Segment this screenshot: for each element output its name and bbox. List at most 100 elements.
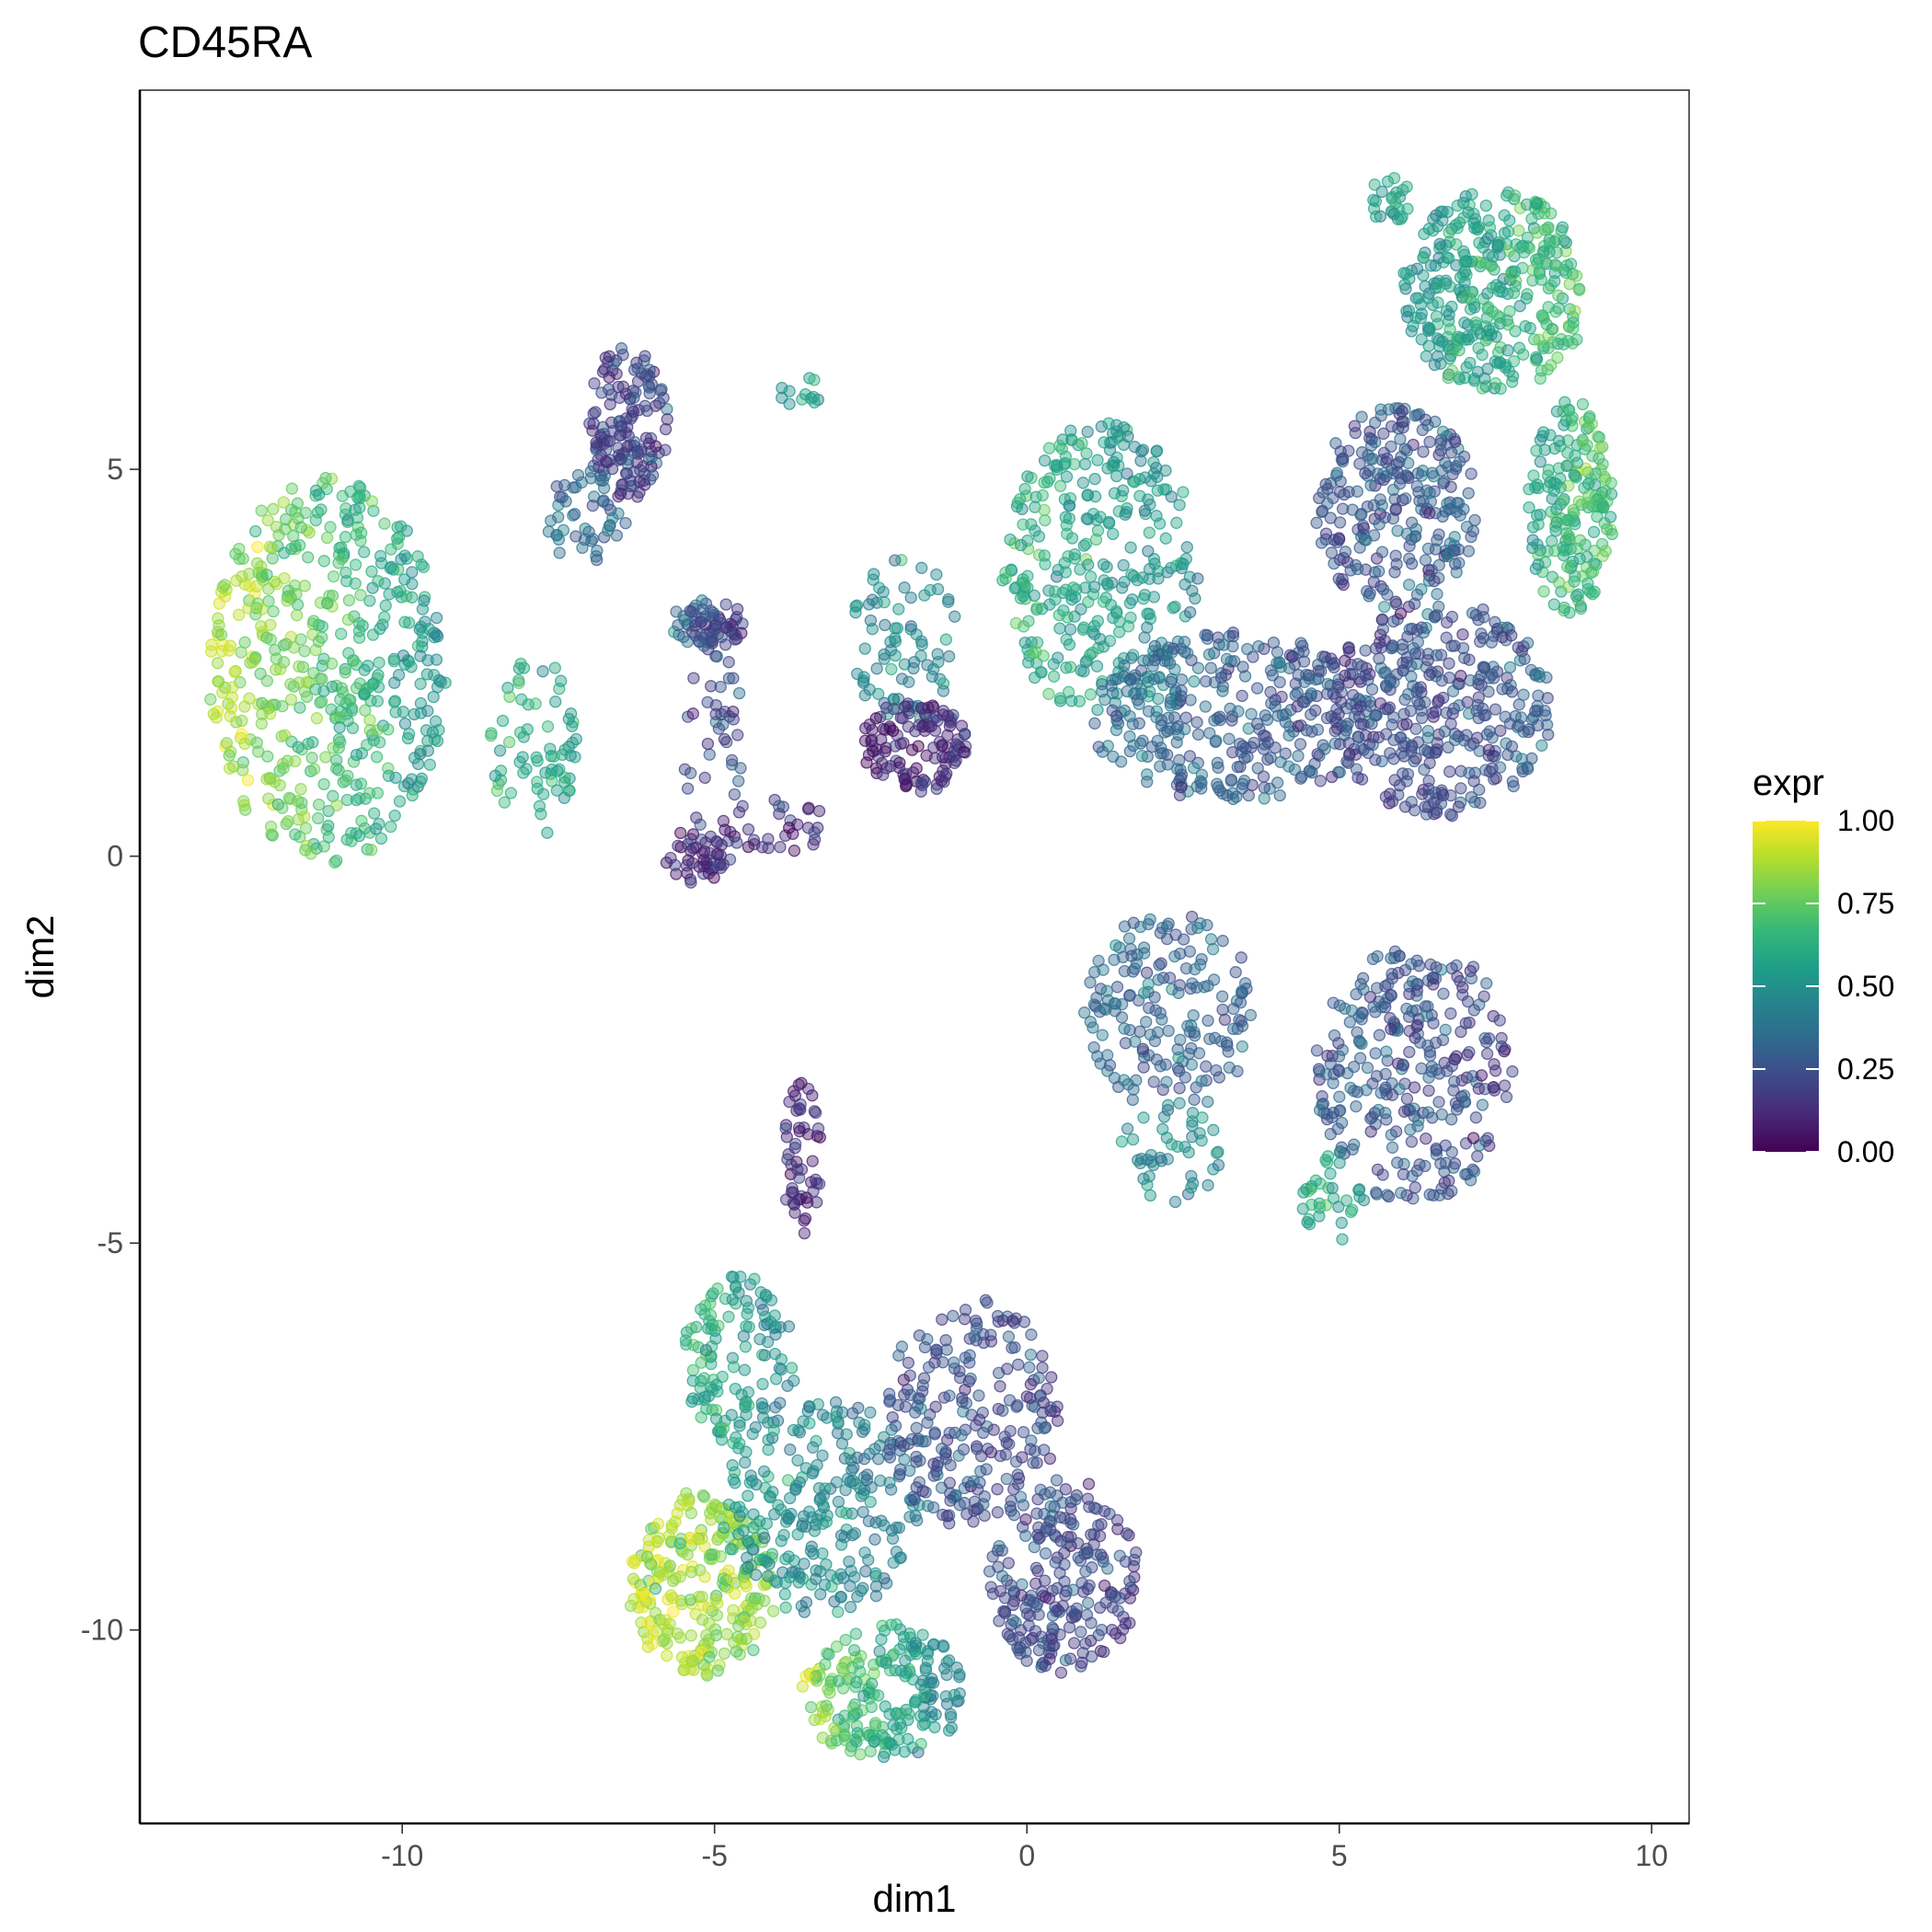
cell-point bbox=[515, 693, 528, 706]
cell-point bbox=[370, 751, 384, 764]
cell-point bbox=[726, 1572, 739, 1585]
cell-point bbox=[1036, 1361, 1049, 1374]
cell-point bbox=[1091, 615, 1104, 627]
cell-point bbox=[1593, 452, 1605, 465]
cell-point bbox=[1398, 278, 1411, 292]
cell-point bbox=[704, 604, 718, 617]
cell-point bbox=[1555, 224, 1568, 237]
y-tick-label: -10 bbox=[81, 1614, 123, 1647]
cell-point bbox=[292, 813, 305, 826]
cell-point bbox=[1456, 627, 1469, 641]
cell-point bbox=[861, 1468, 874, 1481]
cell-point bbox=[263, 540, 277, 554]
cell-point bbox=[756, 1377, 769, 1391]
cell-point bbox=[242, 602, 255, 615]
cell-point bbox=[1303, 1217, 1317, 1231]
cell-point bbox=[339, 501, 352, 515]
cell-point bbox=[944, 1494, 957, 1507]
cell-point bbox=[992, 1315, 1005, 1328]
cell-point bbox=[1469, 1111, 1483, 1124]
cell-point bbox=[1091, 1050, 1104, 1063]
cell-point bbox=[1393, 779, 1407, 792]
cell-point bbox=[792, 1576, 805, 1589]
cell-point bbox=[783, 397, 796, 410]
cell-point bbox=[938, 770, 952, 783]
cell-point bbox=[597, 481, 611, 495]
cell-point bbox=[1188, 675, 1201, 688]
cell-point bbox=[698, 1390, 711, 1404]
cell-point bbox=[1349, 558, 1363, 572]
cell-point bbox=[949, 610, 961, 623]
cell-point bbox=[1122, 932, 1136, 945]
cell-point bbox=[1182, 1145, 1195, 1159]
cell-point bbox=[1189, 592, 1202, 605]
cell-point bbox=[1084, 1016, 1098, 1029]
cell-point bbox=[393, 795, 407, 808]
cell-point bbox=[816, 1409, 830, 1421]
cell-point bbox=[555, 674, 568, 687]
cell-point bbox=[1331, 1122, 1344, 1135]
cell-point bbox=[937, 1639, 949, 1652]
cell-point bbox=[1324, 1167, 1337, 1180]
cell-point bbox=[870, 662, 883, 675]
cell-point bbox=[1501, 672, 1513, 684]
cell-point bbox=[1044, 1500, 1057, 1513]
cell-point bbox=[374, 736, 386, 749]
cell-point bbox=[991, 1506, 1005, 1519]
cell-point bbox=[233, 542, 246, 556]
cell-point bbox=[959, 1304, 972, 1317]
cell-point bbox=[1340, 720, 1353, 733]
cell-point bbox=[1136, 1042, 1149, 1055]
cell-point bbox=[607, 357, 621, 370]
cell-point bbox=[353, 489, 366, 502]
cell-point bbox=[760, 1290, 773, 1304]
cell-point bbox=[405, 661, 418, 673]
cell-point bbox=[927, 1469, 940, 1482]
cell-point bbox=[906, 1673, 920, 1686]
cell-point bbox=[402, 616, 416, 629]
cell-point bbox=[270, 652, 282, 665]
cell-point bbox=[1201, 632, 1214, 645]
cell-point bbox=[1402, 578, 1416, 592]
cell-point bbox=[1466, 606, 1479, 620]
cell-point bbox=[1458, 1095, 1471, 1108]
cell-point bbox=[1469, 319, 1483, 332]
cell-point bbox=[1410, 262, 1424, 275]
cell-point bbox=[693, 860, 706, 873]
cell-point bbox=[414, 677, 427, 690]
cell-point bbox=[1550, 502, 1563, 516]
cell-point bbox=[914, 1738, 927, 1751]
cell-point bbox=[1474, 796, 1487, 810]
cell-point bbox=[1059, 566, 1072, 579]
cell-point bbox=[590, 441, 603, 454]
cell-point bbox=[675, 1650, 689, 1663]
cell-point bbox=[1024, 1443, 1037, 1455]
cell-point bbox=[807, 838, 820, 851]
cell-point bbox=[742, 840, 755, 854]
cell-point bbox=[762, 1570, 775, 1582]
cell-point bbox=[378, 577, 391, 590]
cell-point bbox=[414, 650, 427, 662]
cell-point bbox=[996, 574, 1009, 587]
cell-point bbox=[910, 1648, 923, 1661]
cell-point bbox=[1313, 1210, 1326, 1223]
cell-point bbox=[828, 1721, 841, 1735]
cell-point bbox=[1216, 684, 1229, 697]
cell-point bbox=[1396, 638, 1409, 651]
cell-point bbox=[1140, 1016, 1153, 1029]
cell-point bbox=[1367, 193, 1380, 207]
cell-point bbox=[686, 707, 699, 720]
cell-point bbox=[704, 1309, 718, 1322]
cell-point bbox=[1400, 180, 1413, 193]
cell-point bbox=[1409, 523, 1422, 535]
cell-point bbox=[1489, 355, 1501, 368]
cell-point bbox=[1075, 664, 1087, 677]
cell-point bbox=[1088, 717, 1101, 730]
cell-point bbox=[281, 594, 293, 607]
cell-point bbox=[1046, 1621, 1059, 1634]
cell-point bbox=[320, 531, 334, 545]
cell-point bbox=[947, 1309, 960, 1323]
cell-point bbox=[604, 397, 616, 411]
cell-point bbox=[1530, 444, 1543, 457]
